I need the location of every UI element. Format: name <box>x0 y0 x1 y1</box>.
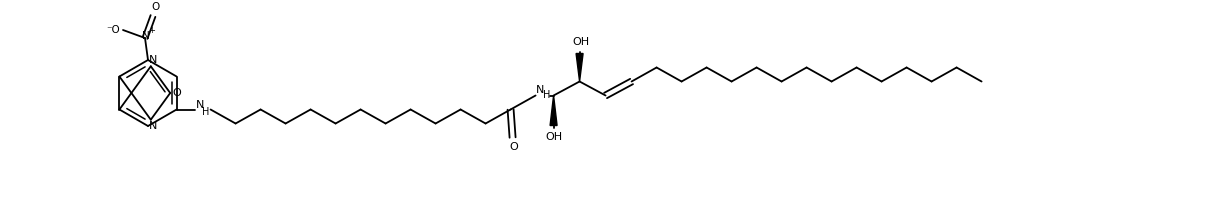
Text: +: + <box>149 26 156 34</box>
Text: N: N <box>149 55 157 65</box>
Text: N: N <box>195 100 204 109</box>
Text: O: O <box>151 2 160 12</box>
Polygon shape <box>550 95 558 126</box>
Text: ⁻O: ⁻O <box>106 25 120 35</box>
Text: O: O <box>510 143 518 152</box>
Text: N: N <box>149 121 157 131</box>
Text: H: H <box>543 89 550 100</box>
Text: H: H <box>201 107 209 116</box>
Text: OH: OH <box>572 36 589 47</box>
Text: O: O <box>173 88 182 98</box>
Text: N: N <box>535 85 544 94</box>
Polygon shape <box>576 53 583 82</box>
Text: OH: OH <box>545 132 562 143</box>
Text: N: N <box>142 31 150 41</box>
